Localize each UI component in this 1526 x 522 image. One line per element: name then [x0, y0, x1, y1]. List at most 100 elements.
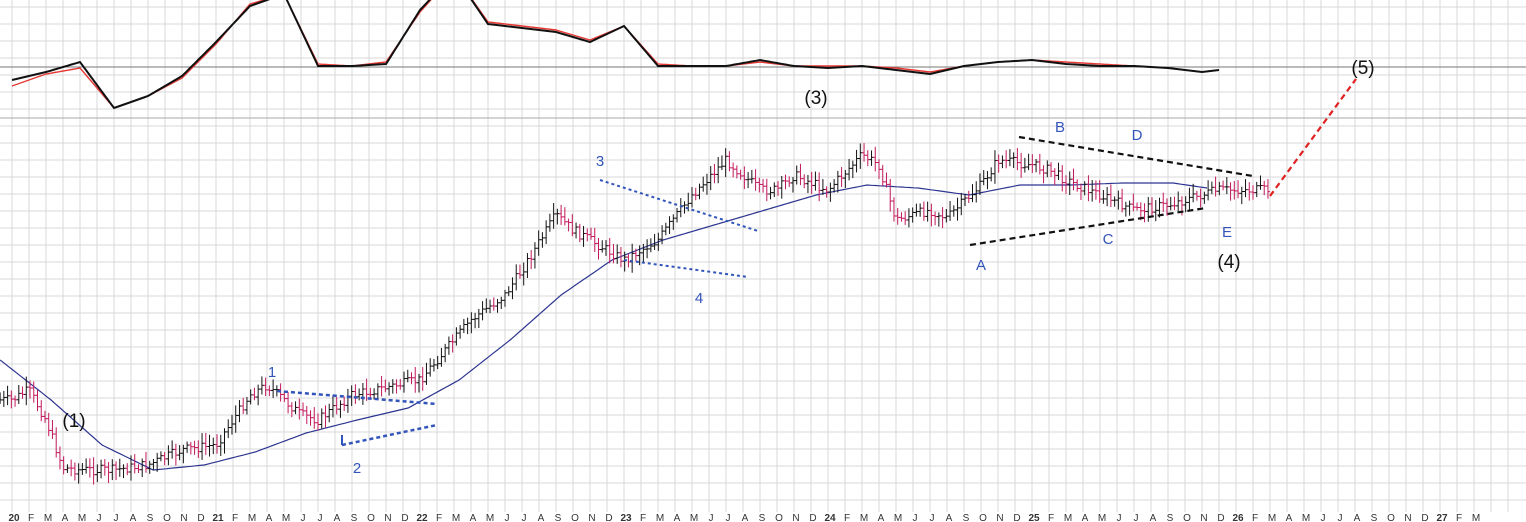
- price-bar: [869, 150, 874, 166]
- price-bar: [54, 427, 59, 458]
- price-bar: [1243, 179, 1248, 198]
- x-tick-label: M: [1268, 513, 1276, 522]
- price-bar: [13, 395, 18, 407]
- x-tick-label: M: [1302, 513, 1310, 522]
- x-tick-label: M: [78, 513, 86, 522]
- price-bar: [218, 434, 223, 457]
- price-bar: [372, 388, 377, 400]
- price-bar: [589, 227, 594, 240]
- x-tick-label: A: [470, 513, 477, 522]
- x-tick-label: D: [401, 513, 408, 522]
- price-bar: [1176, 191, 1181, 212]
- price-bar: [618, 247, 623, 268]
- price-bar: [850, 160, 855, 179]
- price-bar: [1153, 200, 1158, 222]
- price-bar: [517, 264, 522, 279]
- price-bar: [719, 155, 724, 171]
- price-bar: [1254, 181, 1259, 198]
- price-bar: [768, 186, 773, 200]
- price-bar: [787, 176, 792, 188]
- price-bar: [402, 371, 407, 393]
- price-bar: [757, 177, 762, 193]
- price-bar: [435, 355, 440, 370]
- price-bar: [416, 373, 421, 393]
- x-tick-label: 20: [8, 513, 20, 522]
- price-bar: [865, 150, 870, 167]
- wave-label-2: 2: [353, 460, 361, 477]
- price-bar: [1086, 175, 1091, 202]
- x-tick-label: N: [180, 513, 187, 522]
- price-bar: [996, 154, 1001, 173]
- price-bar: [884, 172, 889, 188]
- price-bar: [839, 167, 844, 187]
- wave-label-1: 1: [268, 364, 276, 381]
- x-tick-label: N: [1200, 513, 1207, 522]
- x-tick-label: J: [709, 513, 714, 522]
- price-bar: [835, 170, 840, 193]
- price-bar: [862, 143, 867, 162]
- price-bar: [405, 369, 410, 383]
- price-bar: [387, 382, 392, 396]
- x-tick-label: D: [1217, 513, 1224, 522]
- macd-line: [11, 0, 1220, 110]
- price-bar: [727, 151, 732, 172]
- x-tick-label: J: [114, 513, 119, 522]
- price-bar: [570, 214, 575, 237]
- x-tick-label: M: [1098, 513, 1106, 522]
- price-bar: [555, 208, 560, 225]
- price-bar: [458, 325, 463, 339]
- price-bar: [1030, 154, 1035, 173]
- price-bar: [690, 186, 694, 208]
- price-bar: [532, 242, 537, 269]
- price-bar: [1164, 198, 1169, 216]
- price-bar: [271, 379, 276, 398]
- x-tick-label: S: [759, 513, 766, 522]
- price-bar: [439, 347, 444, 367]
- price-bar: [84, 458, 89, 474]
- price-bar: [633, 248, 638, 262]
- price-bar: [323, 405, 328, 428]
- x-tick-label: N: [996, 513, 1003, 522]
- price-bar: [1251, 185, 1255, 200]
- price-bar: [1000, 155, 1005, 169]
- price-bar: [626, 254, 631, 268]
- price-bar: [28, 380, 33, 399]
- x-tick-label: A: [266, 513, 273, 522]
- price-bar: [353, 384, 358, 404]
- x-tick-label: J: [301, 513, 306, 522]
- price-bar: [420, 367, 425, 391]
- price-bar: [562, 207, 567, 226]
- price-bar: [936, 212, 941, 227]
- price-bar: [742, 166, 747, 190]
- x-tick-label: D: [605, 513, 612, 522]
- price-bar: [1168, 196, 1173, 211]
- wave-label-c: C: [1103, 231, 1114, 248]
- price-bar: [948, 201, 953, 221]
- price-bar: [914, 203, 919, 217]
- price-bar: [312, 407, 317, 429]
- wave-4-upper-trendline: [599, 179, 759, 232]
- x-tick-label: 22: [416, 513, 428, 522]
- price-bar: [1202, 191, 1207, 204]
- price-bar: [712, 164, 717, 184]
- x-tick-label: A: [742, 513, 749, 522]
- price-bar: [256, 384, 261, 406]
- x-tick-label: N: [384, 513, 391, 522]
- price-bar: [132, 454, 137, 474]
- wave-label-4: 4: [695, 290, 703, 307]
- price-bar: [1217, 181, 1222, 196]
- price-bar: [723, 148, 728, 178]
- price-bar: [1157, 197, 1162, 218]
- x-tick-label: A: [1082, 513, 1089, 522]
- x-tick-label: A: [334, 513, 341, 522]
- x-tick-label: O: [1387, 513, 1395, 522]
- price-bar: [454, 327, 459, 346]
- price-bar: [95, 464, 100, 483]
- x-tick-label: O: [163, 513, 171, 522]
- price-bar: [772, 182, 777, 198]
- x-tick-label: F: [1252, 513, 1258, 522]
- price-bar: [1224, 177, 1229, 195]
- price-bar: [222, 428, 227, 454]
- price-bar: [738, 169, 743, 180]
